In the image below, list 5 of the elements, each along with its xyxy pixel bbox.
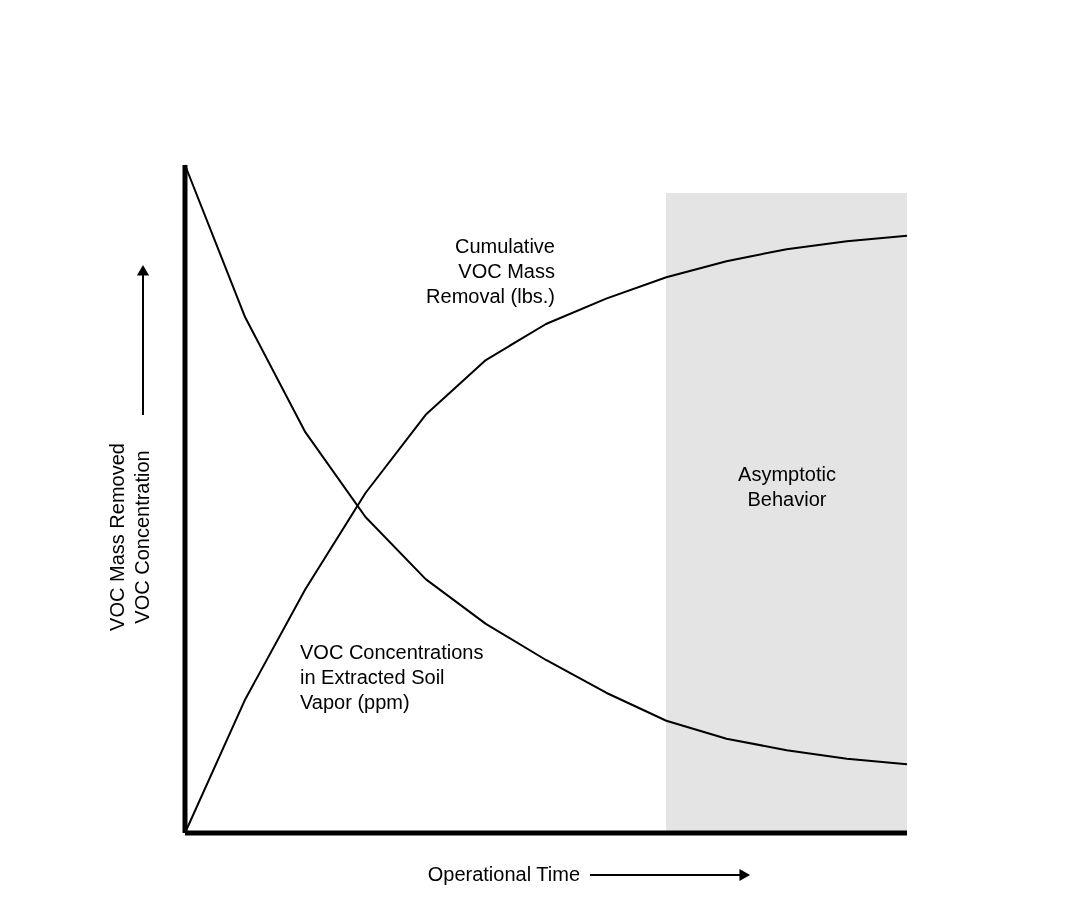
series-label: VOC Concentrations in Extracted Soil Vapor (ppm) <box>300 641 484 713</box>
annotation: Asymptotic Behavior <box>738 463 836 510</box>
series-label: Cumulative VOC Mass Removal (lbs.) <box>426 235 555 307</box>
y-axis-title: VOC Mass Removed VOC Concentration <box>106 443 153 631</box>
x-axis-title: Operational Time <box>427 863 580 885</box>
